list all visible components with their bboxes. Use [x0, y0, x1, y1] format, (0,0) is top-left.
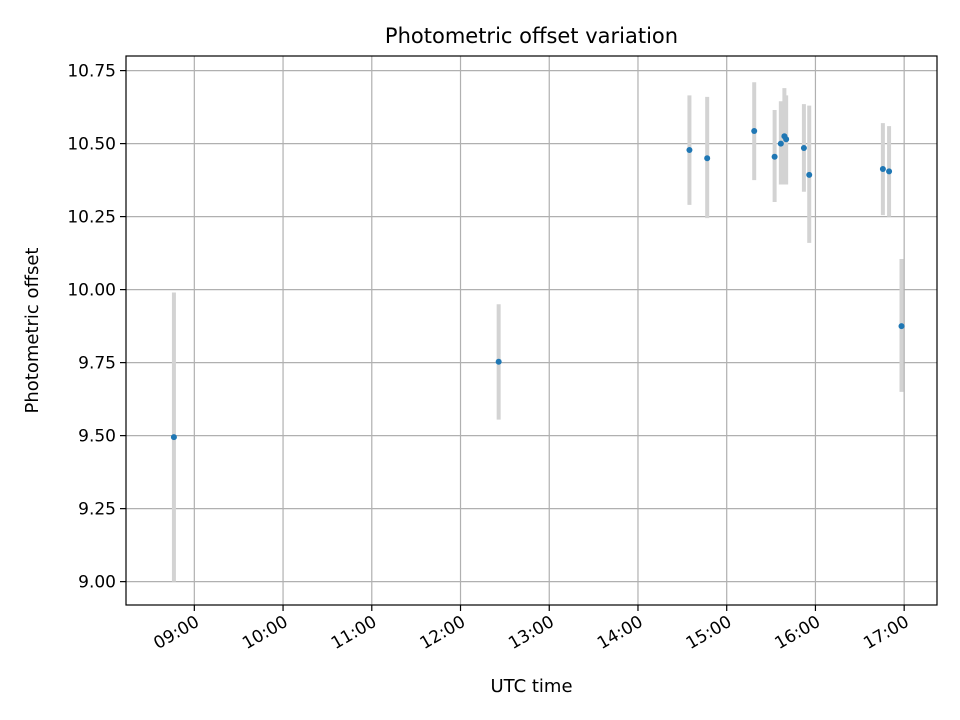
data-point: [170, 434, 177, 441]
data-point: [800, 144, 807, 151]
point-layer: [170, 128, 905, 441]
plot-frame: [125, 55, 938, 606]
chart-title: Photometric offset variation: [385, 24, 678, 48]
grid-layer: [126, 56, 937, 605]
y-tick-label: 10.75: [67, 62, 116, 82]
data-point: [879, 166, 886, 173]
x-axis-label: UTC time: [490, 676, 572, 697]
y-tick-label: 10.50: [67, 135, 116, 155]
y-tick-label: 10.00: [67, 281, 116, 301]
data-point: [704, 155, 711, 162]
y-axis-label: Photometric offset: [22, 248, 43, 414]
data-point: [771, 153, 778, 160]
y-axis-ticks: 9.00 9.25 9.50 9.75 10.00 10.25 10.50 10.75: [67, 62, 126, 593]
data-point: [783, 136, 790, 143]
y-tick-label: 9.25: [78, 500, 116, 520]
data-point: [898, 323, 905, 330]
y-tick-label: 9.00: [78, 573, 116, 593]
data-point: [495, 358, 502, 365]
data-point: [686, 147, 693, 154]
y-tick-label: 9.50: [78, 427, 116, 447]
data-point: [806, 171, 813, 178]
data-point: [777, 140, 784, 147]
y-tick-label: 9.75: [78, 354, 116, 374]
y-tick-label: 10.25: [67, 208, 116, 228]
data-point: [886, 168, 893, 175]
data-point: [751, 128, 758, 135]
